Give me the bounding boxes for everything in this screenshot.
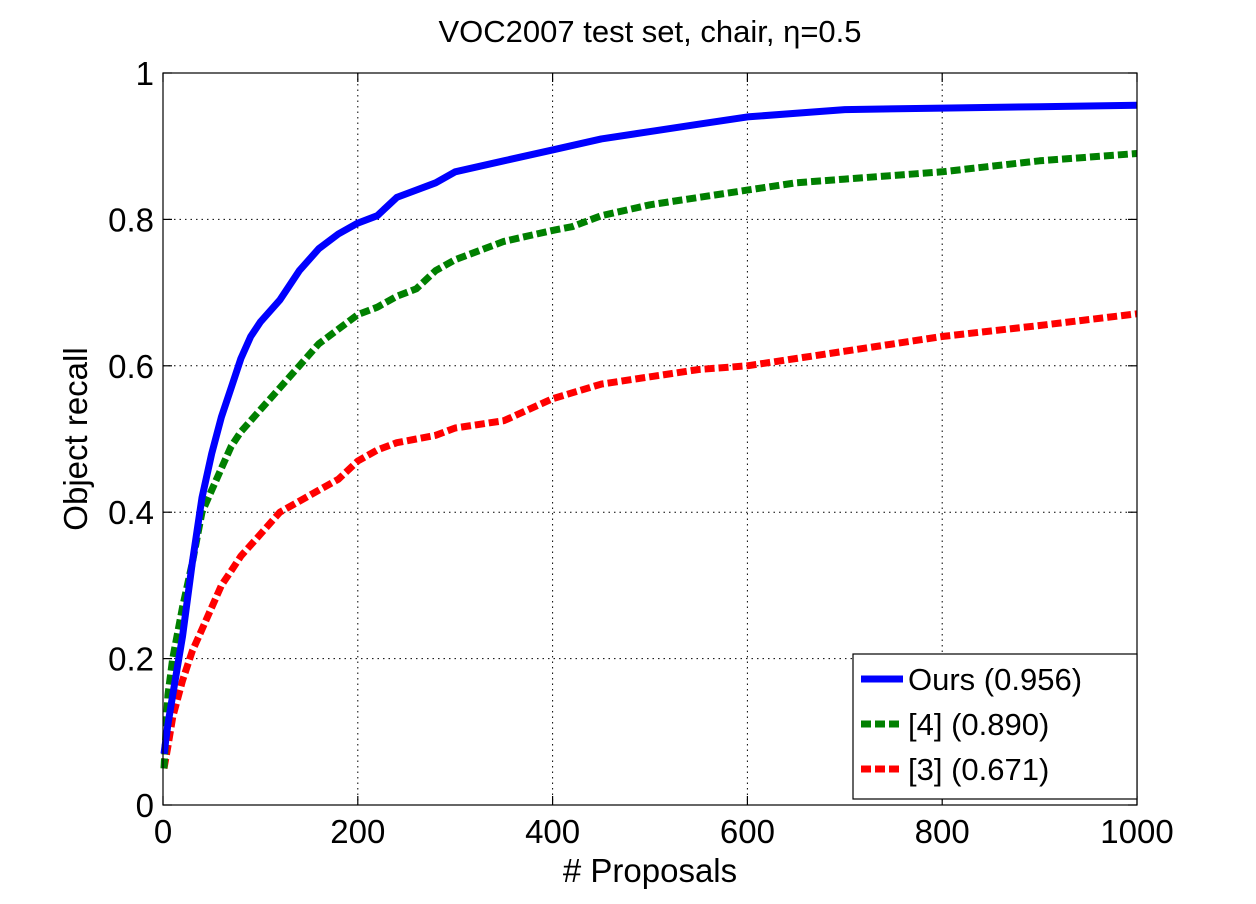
x-tick-label: 1000: [1100, 813, 1173, 850]
x-tick-label: 400: [525, 813, 580, 850]
y-tick-label: 1: [136, 55, 154, 92]
y-axis-label: Object recall: [57, 347, 94, 530]
x-axis-label: # Proposals: [563, 852, 737, 889]
x-tick-label: 0: [154, 813, 172, 850]
y-tick-label: 0.4: [108, 494, 154, 531]
plot-frame: [162, 72, 1138, 806]
series-line-1: [160, 150, 1138, 769]
x-tick-labels: 0 200 400 600 800 1000: [154, 813, 1174, 850]
legend-label: [3] (0.671): [908, 752, 1049, 787]
y-tick-label: 0: [136, 787, 154, 824]
series-line-0: [160, 101, 1138, 755]
y-tick-label: 0.6: [108, 348, 154, 385]
legend-label: Ours (0.956): [908, 662, 1082, 697]
series-layer: [160, 101, 1138, 770]
x-tick-label: 800: [915, 813, 970, 850]
y-tick-label: 0.8: [108, 201, 154, 238]
chart-title: VOC2007 test set, chair, η=0.5: [438, 14, 861, 49]
grid-lines: [163, 73, 1137, 805]
series-line-2: [160, 310, 1138, 770]
legend-entries: Ours (0.956) [4] (0.890) [3] (0.671): [861, 662, 1082, 787]
y-tick-label: 0.2: [108, 641, 154, 678]
x-tick-label: 600: [720, 813, 775, 850]
axis-ticks: [162, 72, 1138, 806]
legend: Ours (0.956) [4] (0.890) [3] (0.671): [852, 653, 1138, 800]
y-tick-labels: 0 0.2 0.4 0.6 0.8 1: [108, 55, 154, 824]
x-tick-label: 200: [330, 813, 385, 850]
legend-label: [4] (0.890): [908, 707, 1049, 742]
